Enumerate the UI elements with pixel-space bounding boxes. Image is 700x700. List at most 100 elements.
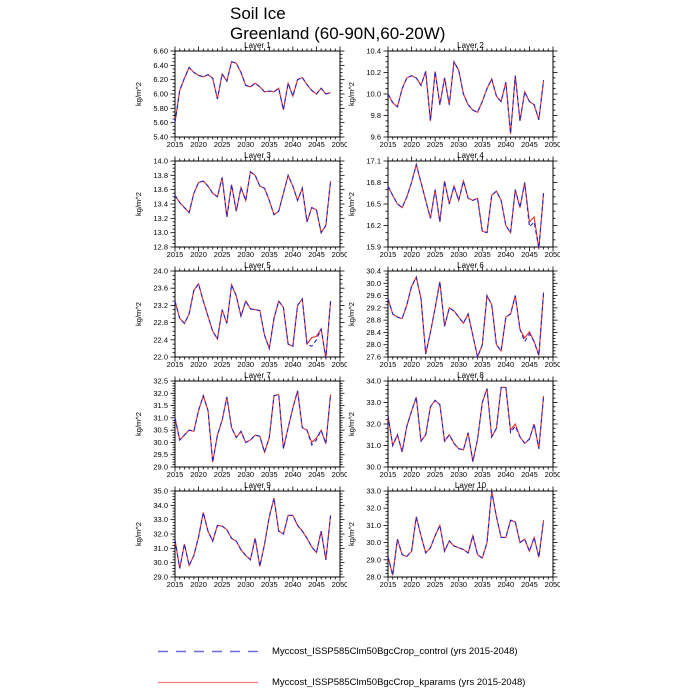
x-tick-label: 2035 — [474, 360, 491, 369]
x-tick-label: 2035 — [261, 250, 278, 259]
x-tick-label: 2035 — [261, 580, 278, 589]
y-tick-label: 22.4 — [153, 335, 168, 344]
control-series-line — [387, 490, 545, 576]
y-tick-label: 22.8 — [153, 318, 168, 327]
x-tick-label: 2035 — [474, 140, 491, 149]
y-tick-label: 16.2 — [366, 221, 381, 230]
x-tick-label: 2015 — [167, 250, 184, 259]
y-axis-unit-label: kg/m^2 — [134, 82, 143, 106]
y-tick-label: 33.0 — [366, 398, 381, 407]
x-tick-label: 2050 — [332, 580, 347, 589]
x-tick-label: 2025 — [214, 250, 231, 259]
x-tick-label: 2035 — [261, 470, 278, 479]
y-tick-label: 10.4 — [366, 47, 381, 56]
x-tick-label: 2035 — [474, 580, 491, 589]
panel-title: Layer 8 — [457, 371, 484, 380]
y-tick-label: 10.0 — [366, 90, 381, 99]
y-tick-label: 34.0 — [153, 501, 168, 510]
y-tick-label: 34.0 — [366, 377, 381, 386]
chart-layer-9: Layer 9 kg/m^2 2015 2020 2025 2030 2035 2040 204… — [134, 481, 347, 589]
y-tick-label: 30.5 — [153, 426, 168, 435]
y-tick-label: 29.0 — [153, 573, 168, 582]
y-tick-label: 13.6 — [153, 185, 168, 194]
x-tick-label: 2030 — [450, 250, 467, 259]
x-tick-label: 2025 — [427, 360, 444, 369]
x-tick-label: 2050 — [545, 470, 560, 479]
y-tick-label: 31.0 — [153, 413, 168, 422]
y-axis-unit-label: kg/m^2 — [347, 522, 356, 546]
x-tick-label: 2015 — [167, 470, 184, 479]
y-tick-label: 30.0 — [153, 438, 168, 447]
x-tick-label: 2030 — [450, 360, 467, 369]
x-tick-label: 2040 — [498, 360, 515, 369]
y-tick-label: 28.0 — [366, 573, 381, 582]
y-tick-label: 30.0 — [153, 558, 168, 567]
kparams-series-line — [387, 59, 545, 134]
plot-title-line1: Soil Ice — [230, 4, 286, 23]
y-tick-label: 32.5 — [153, 377, 168, 386]
y-tick-label: 13.8 — [153, 171, 168, 180]
control-series-line — [174, 170, 332, 235]
x-tick-label: 2050 — [332, 250, 347, 259]
plot-main-title: Soil Ice Greenland (60-90N,60-20W) — [230, 4, 445, 44]
x-tick-label: 2020 — [403, 470, 420, 479]
x-tick-label: 2040 — [285, 140, 302, 149]
y-tick-label: 28.0 — [366, 340, 381, 349]
y-axis-unit-label: kg/m^2 — [134, 302, 143, 326]
y-tick-label: 22.0 — [153, 353, 168, 362]
x-tick-label: 2020 — [403, 140, 420, 149]
panel-title: Layer 2 — [457, 41, 484, 50]
x-tick-label: 2025 — [427, 140, 444, 149]
y-tick-label: 31.0 — [153, 544, 168, 553]
x-tick-label: 2040 — [498, 250, 515, 259]
chart-layer-10: Layer 10 kg/m^2 2015 2020 2025 2030 2035 2040 20… — [347, 481, 560, 589]
x-tick-label: 2025 — [214, 580, 231, 589]
panel-title: Layer 9 — [244, 481, 271, 490]
x-tick-label: 2030 — [237, 470, 254, 479]
y-tick-label: 14.0 — [153, 157, 168, 166]
y-tick-label: 30.0 — [366, 279, 381, 288]
x-tick-label: 2035 — [261, 140, 278, 149]
legend-kparams-line — [158, 681, 258, 684]
y-tick-label: 32.0 — [153, 389, 168, 398]
y-tick-label: 10.2 — [366, 68, 381, 77]
control-series-line — [387, 386, 545, 462]
y-tick-label: 29.0 — [153, 463, 168, 472]
x-tick-label: 2015 — [380, 140, 397, 149]
x-tick-label: 2045 — [308, 250, 325, 259]
y-tick-label: 17.1 — [366, 157, 381, 166]
x-tick-label: 2020 — [190, 250, 207, 259]
x-tick-label: 2035 — [261, 360, 278, 369]
y-tick-label: 9.6 — [371, 133, 381, 142]
x-tick-label: 2050 — [545, 250, 560, 259]
y-tick-label: 13.0 — [153, 228, 168, 237]
x-tick-label: 2050 — [332, 140, 347, 149]
x-tick-label: 2015 — [380, 250, 397, 259]
plot-frame — [387, 490, 554, 578]
y-tick-label: 32.0 — [153, 530, 168, 539]
y-tick-label: 5.80 — [153, 104, 168, 113]
x-tick-label: 2040 — [285, 250, 302, 259]
legend-row-kparams: Myccost_ISSP585Clm50BgcCrop_kparams (yrs… — [158, 667, 525, 698]
y-tick-label: 32.0 — [366, 420, 381, 429]
control-series-line — [387, 162, 545, 249]
y-tick-label: 28.8 — [366, 316, 381, 325]
chart-layer-6: Layer 6 kg/m^2 2015 2020 2025 2030 2035 2040 204… — [347, 261, 560, 369]
panel-title: Layer 7 — [244, 371, 271, 380]
x-tick-label: 2015 — [380, 360, 397, 369]
x-tick-label: 2025 — [214, 360, 231, 369]
charts-grid: Layer 1 kg/m^2 2015 2020 2025 2030 2035 2040 204… — [134, 41, 560, 589]
x-tick-label: 2025 — [427, 580, 444, 589]
x-tick-label: 2050 — [332, 360, 347, 369]
panel-title: Layer 3 — [244, 151, 271, 160]
y-tick-label: 13.4 — [153, 200, 168, 209]
control-series-line — [387, 59, 545, 134]
y-tick-label: 6.40 — [153, 61, 168, 70]
y-tick-label: 32.0 — [366, 504, 381, 513]
y-axis-unit-label: kg/m^2 — [347, 412, 356, 436]
y-tick-label: 30.0 — [366, 538, 381, 547]
x-tick-label: 2015 — [167, 360, 184, 369]
y-tick-label: 31.5 — [153, 401, 168, 410]
control-series-line — [174, 390, 332, 463]
x-tick-label: 2045 — [308, 580, 325, 589]
